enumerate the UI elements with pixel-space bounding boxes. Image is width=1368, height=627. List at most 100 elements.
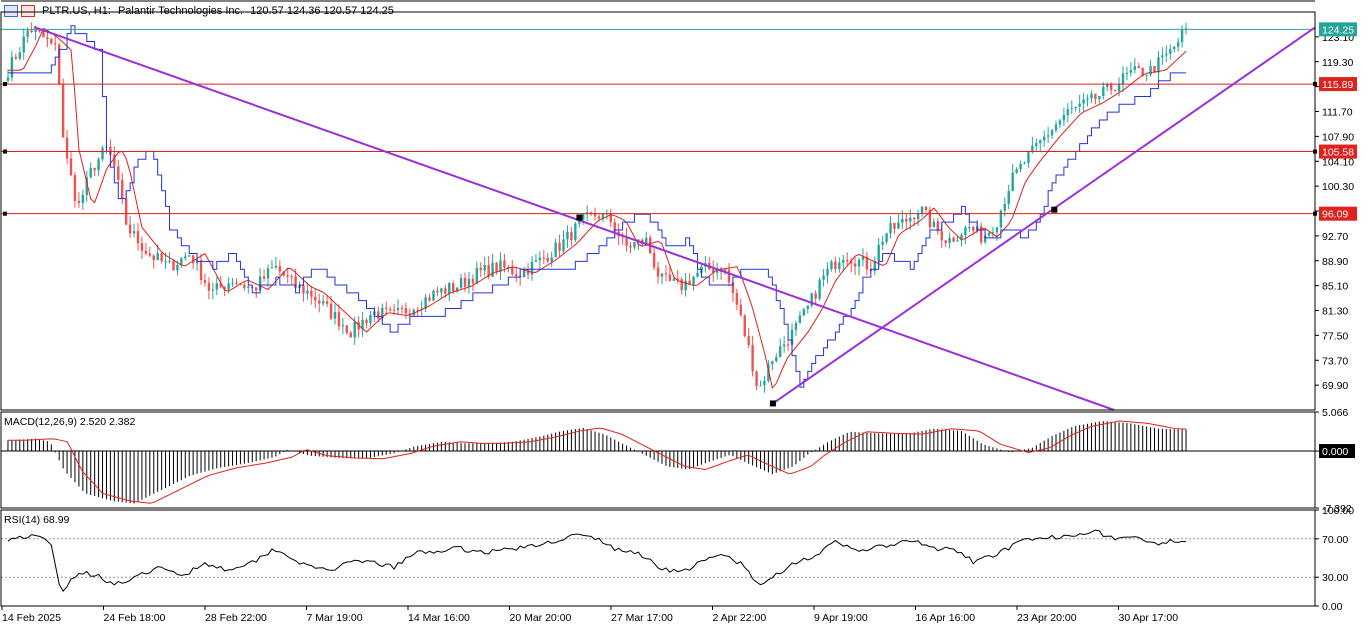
candle-body	[302, 285, 305, 294]
candle-body	[290, 276, 293, 278]
candle-body	[1145, 74, 1148, 76]
candle-body	[1117, 84, 1121, 92]
candle-body	[538, 257, 542, 261]
candle-body	[278, 266, 282, 272]
candle-body	[861, 256, 865, 260]
candle-body	[396, 307, 400, 310]
candle-body	[574, 223, 577, 241]
candle-body	[377, 311, 380, 319]
candle-body	[1129, 69, 1133, 73]
ma-slow-line	[7, 25, 1187, 388]
candle-body	[353, 322, 356, 338]
candle-body	[759, 385, 762, 387]
candle-body	[818, 279, 821, 299]
candle-body	[790, 329, 794, 345]
candle-body	[830, 261, 833, 269]
candle-body	[30, 30, 33, 32]
candle-body	[357, 322, 360, 330]
candle-body	[550, 257, 553, 262]
trendline-anchor	[576, 214, 583, 221]
candle-body	[1176, 42, 1180, 47]
candle-body	[822, 275, 825, 280]
candle-body	[57, 44, 61, 85]
candle-body	[1042, 136, 1046, 141]
candle-body	[1157, 57, 1160, 73]
candle-body	[361, 319, 364, 330]
candle-body	[176, 264, 179, 271]
candle-body	[1098, 96, 1101, 100]
candle-body	[337, 312, 341, 327]
candle-body	[144, 250, 148, 254]
candle-body	[471, 278, 475, 284]
candle-body	[558, 242, 561, 251]
candle-body	[798, 315, 802, 324]
candle-body	[652, 253, 656, 268]
candle-body	[972, 227, 975, 231]
candle-body	[38, 28, 41, 32]
candle-body	[1094, 93, 1097, 100]
candle-body	[696, 272, 699, 277]
down-trendline	[33, 26, 1115, 411]
candle-body	[227, 283, 230, 290]
candle-body	[432, 290, 435, 301]
candle-body	[956, 240, 959, 242]
candle-body	[10, 56, 14, 78]
candle-body	[881, 241, 884, 245]
ma-fast-line	[7, 27, 1187, 389]
candle-body	[676, 278, 679, 280]
candle-body	[826, 268, 829, 276]
price-tick-label: 88.90	[1322, 256, 1348, 268]
candle-body	[1106, 84, 1109, 87]
candle-body	[1066, 109, 1070, 116]
candle-body	[999, 210, 1003, 228]
trendline-anchor	[1051, 206, 1058, 213]
candle-body	[857, 259, 861, 267]
candle-body	[451, 283, 455, 292]
candle-body	[215, 283, 218, 290]
candle-body	[274, 266, 278, 268]
candle-body	[806, 305, 809, 310]
chart-settings-icon[interactable]	[21, 5, 35, 17]
candle-body	[89, 167, 92, 178]
macd-tick-label: 5.066	[1322, 407, 1348, 419]
candle-body	[388, 309, 392, 311]
candle-body	[763, 380, 766, 386]
candle-body	[613, 222, 616, 232]
candle-body	[223, 286, 226, 290]
candle-body	[912, 217, 916, 220]
price-tag-label: 115.89	[1322, 79, 1353, 91]
candle-body	[570, 232, 573, 241]
candle-body	[235, 282, 238, 284]
macd-pane-border	[0, 411, 1316, 509]
candle-body	[865, 256, 869, 270]
candle-body	[448, 283, 451, 294]
price-tick-label: 81.30	[1322, 306, 1348, 318]
candle-body	[495, 262, 498, 272]
candle-body	[834, 261, 837, 270]
candle-body	[712, 269, 715, 273]
candle-body	[621, 236, 624, 238]
candle-body	[1003, 204, 1006, 211]
candle-body	[294, 276, 297, 288]
candle-body	[404, 308, 408, 314]
candle-body	[499, 260, 502, 272]
candle-body	[526, 269, 530, 275]
candle-body	[688, 280, 691, 285]
candle-body	[960, 235, 963, 241]
macd-zero-tag	[1319, 444, 1355, 459]
candle-body	[26, 30, 29, 37]
candle-body	[901, 218, 904, 223]
chart-type-icon[interactable]	[4, 5, 18, 17]
candle-body	[424, 297, 427, 309]
candle-body	[1165, 53, 1168, 56]
candle-body	[664, 273, 668, 275]
candle-body	[349, 332, 352, 338]
candle-body	[436, 290, 439, 293]
time-tick-label: 23 Apr 20:00	[1017, 612, 1077, 624]
candle-body	[416, 309, 419, 311]
candle-body	[101, 147, 104, 160]
price-tick-label: 85.10	[1322, 281, 1348, 293]
macd-label: MACD(12,26,9) 2.520 2.382	[4, 416, 136, 428]
candle-body	[739, 304, 743, 316]
